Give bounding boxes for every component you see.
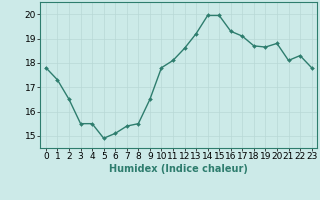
X-axis label: Humidex (Indice chaleur): Humidex (Indice chaleur) [109,164,248,174]
